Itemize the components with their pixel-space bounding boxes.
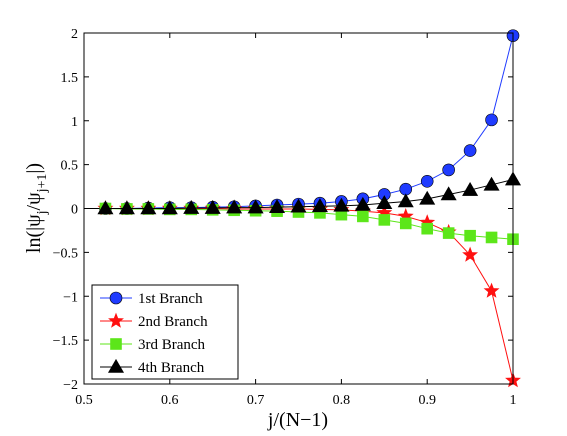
legend-item: 3rd Branch <box>100 337 206 353</box>
legend-marker <box>108 312 124 328</box>
data-point <box>397 193 414 208</box>
y-tick-label: 1 <box>71 115 78 130</box>
x-tick-label: 0.6 <box>161 393 179 408</box>
y-axis-label-sub2: j+1 <box>35 174 50 194</box>
y-axis-label-end: |) <box>23 163 45 174</box>
y-axis-label-main: ln(|ψ <box>23 214 45 253</box>
y-tick-label: 0.5 <box>61 159 79 174</box>
data-point <box>399 217 412 230</box>
data-point <box>226 199 243 214</box>
x-tick-label: 0.8 <box>333 393 351 408</box>
data-point <box>462 246 479 262</box>
legend-label: 4th Branch <box>138 360 205 376</box>
data-point <box>442 163 455 177</box>
data-point <box>357 210 369 223</box>
x-tick-label: 0.5 <box>75 393 93 408</box>
data-point <box>483 282 500 298</box>
data-point <box>118 200 135 215</box>
legend-label: 3rd Branch <box>138 337 206 353</box>
legend-marker <box>109 291 123 305</box>
x-tick-label: 0.7 <box>247 393 265 408</box>
x-tick-label: 0.9 <box>418 393 436 408</box>
y-tick-label: 0 <box>71 203 78 218</box>
data-point <box>354 196 371 211</box>
plot-frame <box>83 32 514 385</box>
legend-marker <box>110 338 122 350</box>
y-axis-label: ln(|ψj/ψj+1|) <box>23 163 50 253</box>
y-tick-label: −2 <box>63 378 78 393</box>
data-point <box>442 227 455 239</box>
legend-label: 1st Branch <box>138 291 203 307</box>
data-point <box>376 195 393 210</box>
data-point <box>420 174 434 188</box>
data-point <box>161 200 178 215</box>
data-point <box>333 197 350 212</box>
series-layer <box>84 29 522 388</box>
data-point <box>140 200 157 215</box>
legend-item: 2nd Branch <box>100 312 208 330</box>
series-4 <box>97 171 522 215</box>
y-tick-label: −0.5 <box>53 246 78 261</box>
y-tick-label: 2 <box>71 27 78 42</box>
legend-marker <box>107 358 125 373</box>
y-axis-label-mid: /ψ <box>23 192 45 211</box>
y-tick-label: −1.5 <box>53 334 78 349</box>
legend-label: 2nd Branch <box>138 314 208 330</box>
data-point <box>419 190 436 205</box>
x-tick-label: 1 <box>510 393 517 408</box>
data-point <box>440 186 457 201</box>
data-point <box>97 200 114 215</box>
y-tick-label: −1 <box>63 290 78 305</box>
data-point <box>183 199 200 214</box>
data-point <box>464 229 476 242</box>
data-point <box>269 199 286 213</box>
x-axis-label: j/(N−1) <box>267 409 328 431</box>
data-point <box>290 198 307 213</box>
data-point <box>378 214 391 226</box>
y-tick-label: 1.5 <box>61 71 79 86</box>
legend-item: 1st Branch <box>100 291 203 307</box>
y-axis-label-sub1: j <box>35 210 50 215</box>
data-point <box>462 181 479 196</box>
legend-item: 4th Branch <box>100 358 205 376</box>
legend: 1st Branch 2nd Branch 3rd Branch 4th Branch <box>91 284 239 380</box>
data-point <box>247 199 264 214</box>
data-point <box>485 231 498 244</box>
data-point <box>204 199 221 214</box>
data-point <box>463 144 477 157</box>
data-point <box>421 222 434 235</box>
data-point <box>485 113 498 127</box>
data-point <box>311 198 328 213</box>
data-point <box>483 176 500 191</box>
